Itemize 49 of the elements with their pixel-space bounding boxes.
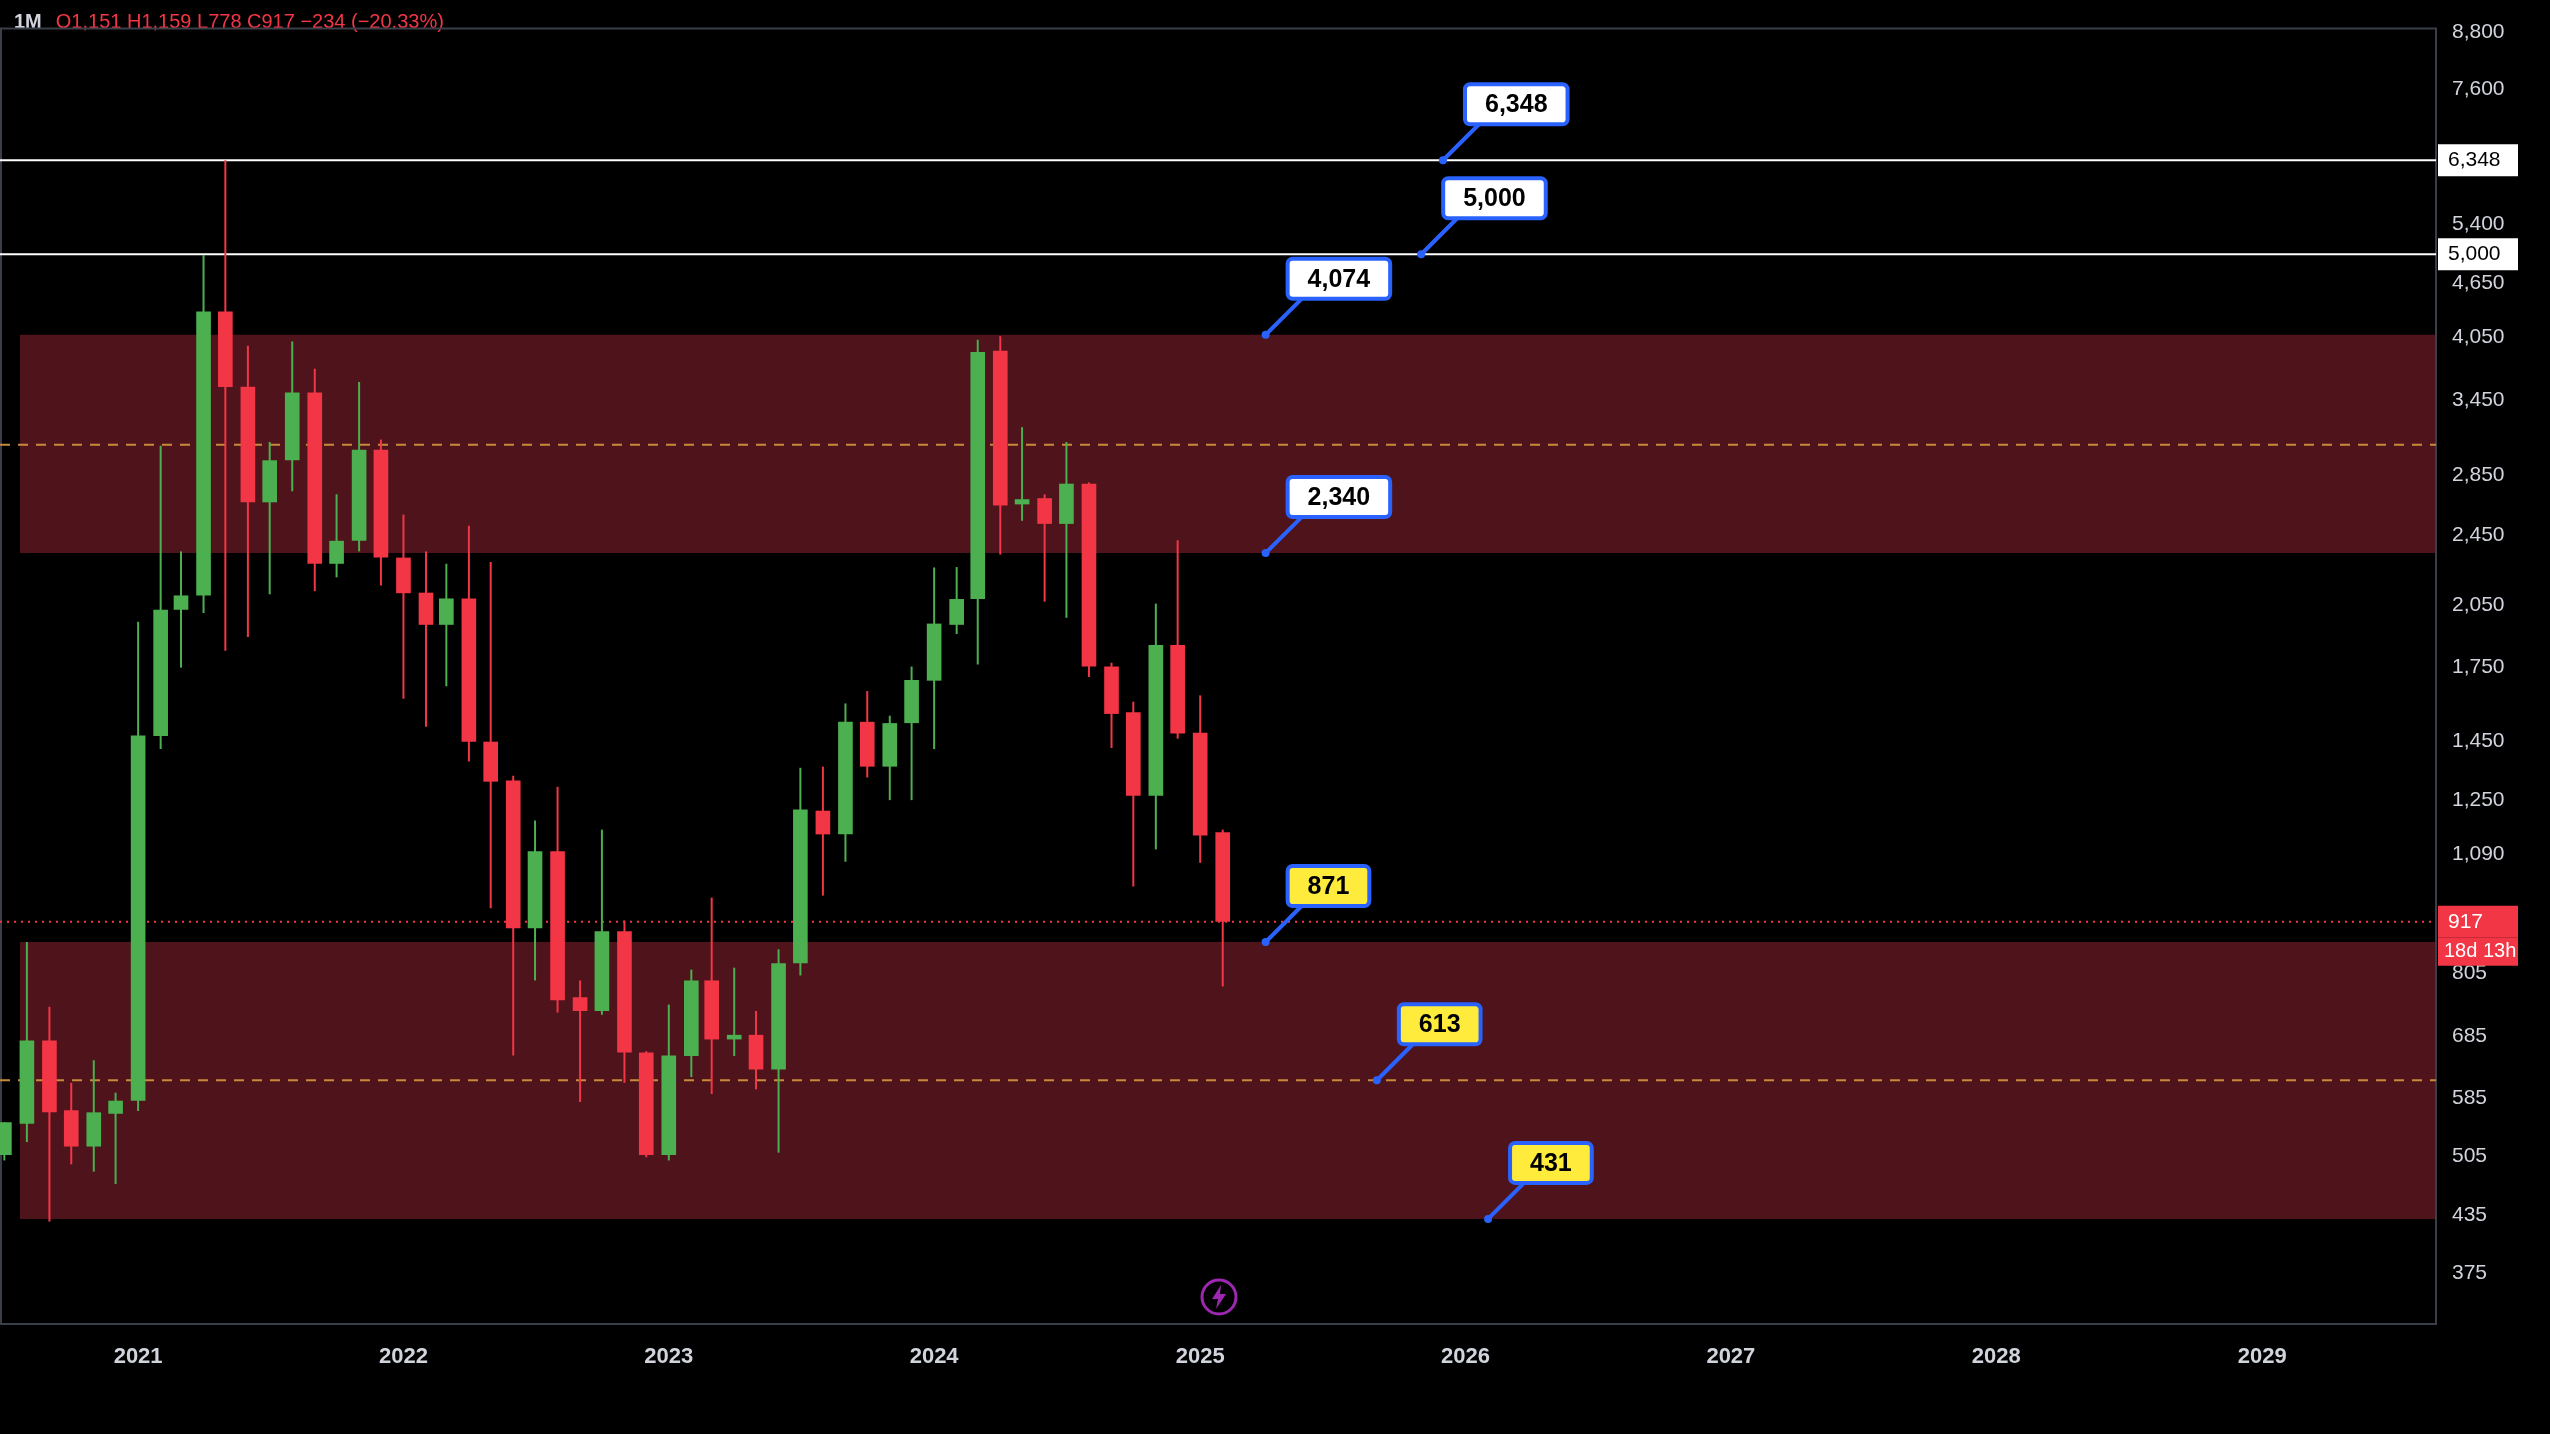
candlestick <box>108 1091 123 1185</box>
y-tick-label: 2,050 <box>2452 591 2505 615</box>
y-tick-label: 7,600 <box>2452 76 2505 100</box>
x-tick-label: 2024 <box>909 1343 960 1369</box>
x-tick-label: 2021 <box>113 1343 163 1369</box>
y-tick-label: 505 <box>2452 1143 2488 1167</box>
annotation: 4,074 <box>1307 263 1371 292</box>
y-tick-label: 585 <box>2452 1085 2488 1109</box>
ref-line-label: 6,348 <box>2448 147 2501 171</box>
y-tick-label: 2,450 <box>2452 521 2505 545</box>
y-tick-label: 5,400 <box>2452 210 2505 234</box>
chart-subtitle: O1,151 H1,159 L778 C917 −234 (−20.33%) <box>55 10 444 32</box>
text: 18d 13h <box>2444 939 2517 962</box>
candlestick <box>726 966 742 1057</box>
ref-line-label: 917 <box>2448 908 2484 932</box>
y-tick-label: 4,650 <box>2452 269 2505 293</box>
candlestick <box>1014 426 1030 522</box>
chart-title: 1M <box>14 10 42 32</box>
ref-line-label: 5,000 <box>2448 241 2501 265</box>
x-tick-label: 2027 <box>1706 1343 1756 1369</box>
candlestick <box>483 560 499 910</box>
annotation: 2,340 <box>1307 481 1371 510</box>
x-tick-label: 2025 <box>1175 1343 1225 1369</box>
y-tick-label: 1,450 <box>2452 728 2505 752</box>
y-tick-label: 375 <box>2452 1260 2488 1284</box>
annotation: 613 <box>1418 1009 1461 1038</box>
y-tick-label: 435 <box>2452 1202 2488 1226</box>
y-tick-label: 4,050 <box>2452 323 2505 347</box>
annotation: 5,000 <box>1463 183 1526 212</box>
x-tick-label: 2028 <box>1971 1343 2021 1369</box>
annotation: 871 <box>1307 870 1350 899</box>
annotation: 431 <box>1530 1147 1572 1176</box>
y-tick-label: 805 <box>2452 959 2488 983</box>
x-tick-label: 2029 <box>2237 1343 2287 1369</box>
y-tick-label: 8,800 <box>2452 18 2505 42</box>
y-tick-label: 2,850 <box>2452 462 2505 486</box>
annotation: 6,348 <box>1484 89 1548 118</box>
candlestick <box>173 550 189 669</box>
y-tick-label: 1,250 <box>2452 786 2505 810</box>
candlestick <box>329 493 344 579</box>
y-tick-label: 685 <box>2452 1023 2488 1047</box>
candlestick <box>815 765 831 897</box>
candlestick <box>572 979 588 1104</box>
x-tick-label: 2026 <box>1441 1343 1490 1369</box>
x-tick-label: 2023 <box>644 1343 694 1369</box>
y-tick-label: 3,450 <box>2452 387 2505 411</box>
y-tick-label: 1,090 <box>2452 840 2505 864</box>
y-tick-label: 1,750 <box>2452 654 2505 678</box>
x-tick-label: 2022 <box>378 1343 428 1369</box>
